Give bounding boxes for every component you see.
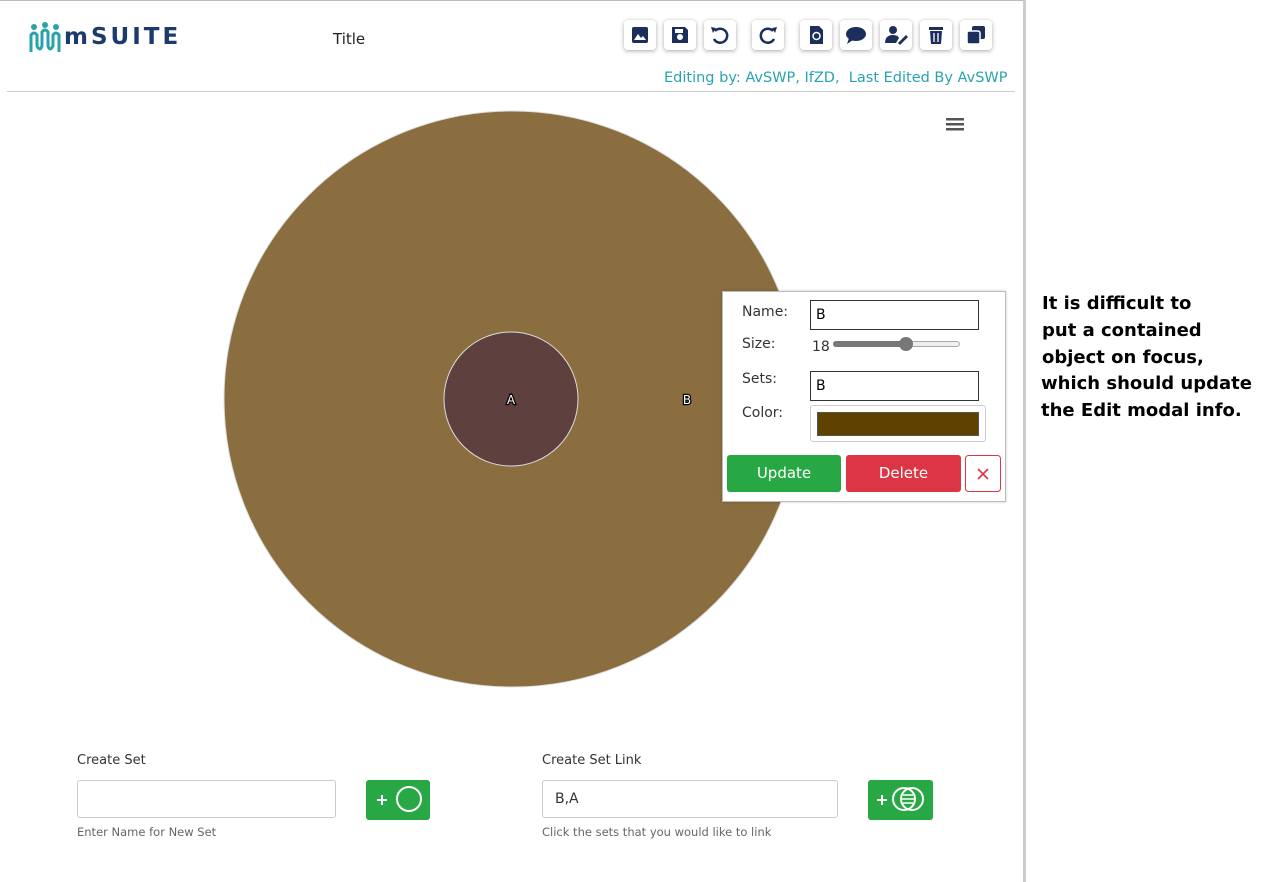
color-picker[interactable] xyxy=(810,405,986,442)
name-input[interactable]: B xyxy=(810,300,979,330)
top-border xyxy=(0,0,1023,1)
redo-button[interactable] xyxy=(752,20,784,50)
comment-button[interactable] xyxy=(840,20,872,50)
logo-text: mSUITE xyxy=(64,24,182,50)
color-label: Color: xyxy=(742,405,784,421)
delete-button[interactable] xyxy=(920,20,952,50)
menu-icon[interactable] xyxy=(946,118,964,131)
create-link-label: Create Set Link xyxy=(542,753,642,768)
set-label: B xyxy=(683,393,691,407)
create-set-hint: Enter Name for New Set xyxy=(77,825,217,839)
create-link-hint: Click the sets that you would like to li… xyxy=(542,825,772,839)
add-link-button[interactable] xyxy=(868,780,933,820)
restore-button[interactable] xyxy=(800,20,832,50)
size-value: 18 xyxy=(812,339,830,355)
logo-icon xyxy=(29,22,61,52)
image-button[interactable] xyxy=(624,20,656,50)
create-set-input[interactable] xyxy=(77,780,336,818)
size-label: Size: xyxy=(742,336,776,352)
create-set-label: Create Set xyxy=(77,753,146,768)
save-button[interactable] xyxy=(664,20,696,50)
annotation-line: the Edit modal info. xyxy=(1041,400,1242,422)
annotation-line: which should update xyxy=(1041,373,1252,395)
create-link-input[interactable]: B,A xyxy=(542,780,838,818)
annotation-line: object on focus, xyxy=(1042,346,1204,368)
set-circle[interactable] xyxy=(443,331,579,467)
sets-label: Sets: xyxy=(742,371,777,387)
update-button[interactable]: Update xyxy=(727,455,841,492)
slider-thumb[interactable] xyxy=(899,337,913,351)
set-label: A xyxy=(507,393,516,407)
delete-set-button[interactable]: Delete xyxy=(846,455,961,492)
app-border xyxy=(1023,0,1026,882)
close-button[interactable] xyxy=(965,455,1001,492)
doc-title[interactable]: Title xyxy=(333,30,366,48)
name-label: Name: xyxy=(742,304,789,320)
color-swatch[interactable] xyxy=(817,412,979,436)
undo-button[interactable] xyxy=(704,20,736,50)
size-slider-thumb[interactable] xyxy=(833,341,906,347)
venn-canvas: BA xyxy=(223,110,964,688)
editing-info: Editing by: AvSWP, IfZD, Last Edited By … xyxy=(664,70,1008,86)
header-divider xyxy=(7,91,1015,92)
copy-button[interactable] xyxy=(960,20,992,50)
sets-input[interactable]: B xyxy=(810,371,979,401)
annotation-line: put a contained xyxy=(1042,319,1202,341)
annotation-line: It is difficult to xyxy=(1042,293,1192,314)
add-set-button[interactable] xyxy=(366,780,430,820)
user-edit-button[interactable] xyxy=(880,20,912,50)
